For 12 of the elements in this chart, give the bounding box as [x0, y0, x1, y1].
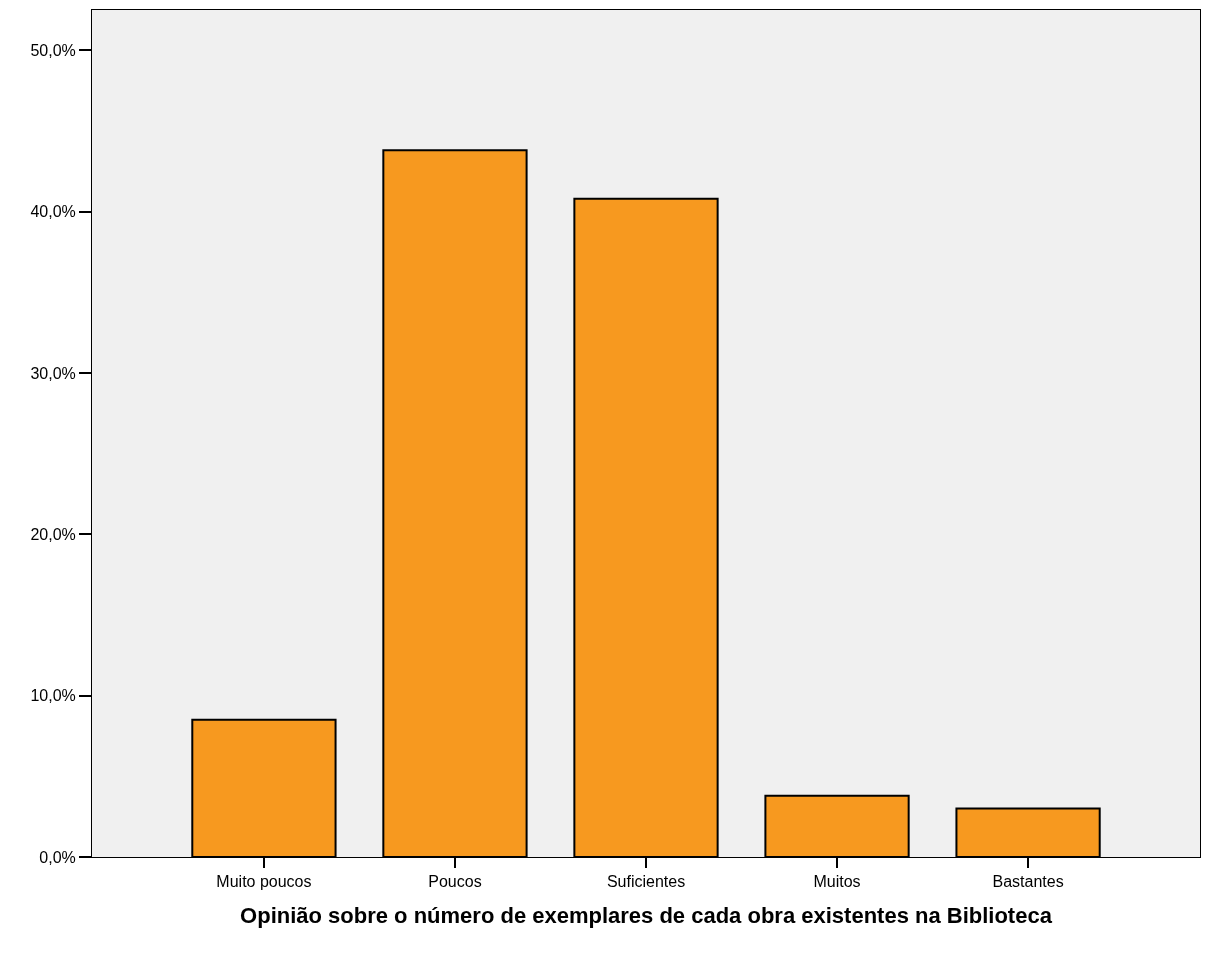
- y-tick-label: 20,0%: [30, 525, 76, 543]
- x-tick-label: Muito poucos: [216, 873, 312, 891]
- x-axis-title: Opinião sobre o número de exemplares de cada obra existentes na Biblioteca: [240, 903, 1053, 929]
- y-tick-label: 10,0%: [30, 687, 76, 705]
- x-tick-label: Muitos: [813, 873, 861, 891]
- x-tick-label: Suficientes: [606, 873, 686, 891]
- y-tick-label: 30,0%: [30, 364, 76, 382]
- y-tick-label: 40,0%: [30, 203, 76, 221]
- y-tick-label: 50,0%: [30, 41, 76, 59]
- y-tick-label: 0,0%: [39, 848, 76, 866]
- x-tick-label: Poucos: [428, 873, 482, 891]
- x-tick-label: Bastantes: [992, 873, 1064, 891]
